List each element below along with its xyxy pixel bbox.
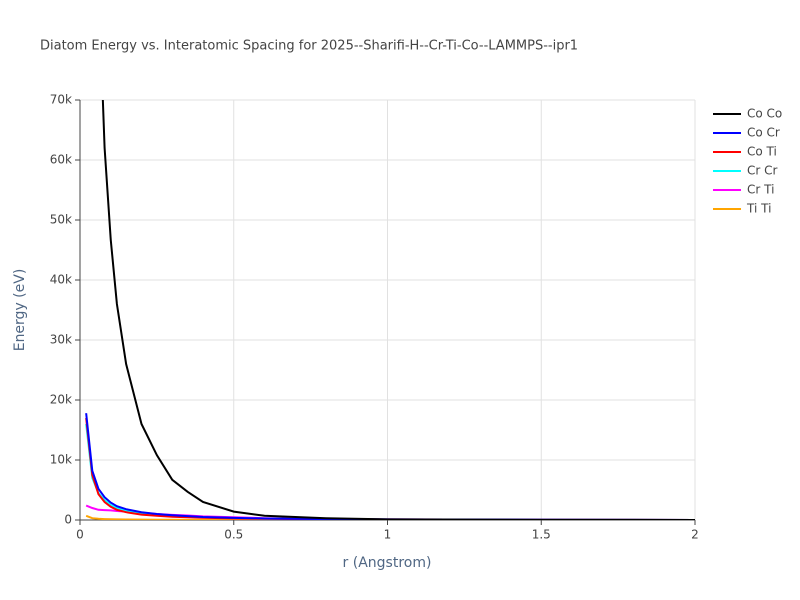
series-line	[85, 423, 695, 520]
y-tick-label: 20k	[50, 393, 72, 407]
y-tick-label: 60k	[50, 153, 72, 167]
y-tick-label: 10k	[50, 453, 72, 467]
y-axis-title: Energy (eV)	[12, 269, 28, 352]
chart-title: Diatom Energy vs. Interatomic Spacing fo…	[40, 39, 578, 54]
x-tick-label: 2	[691, 528, 699, 542]
series-line	[85, 417, 695, 520]
legend-label: Co Ti	[747, 145, 777, 159]
legend-label: Cr Ti	[747, 183, 774, 197]
legend-label: Co Cr	[747, 126, 780, 140]
x-tick-label: 0	[76, 528, 84, 542]
x-tick-label: 0.5	[224, 528, 243, 542]
y-tick-label: 0	[64, 513, 72, 527]
legend-label: Cr Cr	[747, 164, 778, 178]
series-line	[101, 100, 695, 520]
series-line	[85, 413, 695, 520]
y-tick-label: 40k	[50, 273, 72, 287]
y-tick-label: 70k	[50, 93, 72, 107]
y-tick-label: 30k	[50, 333, 72, 347]
x-tick-label: 1	[384, 528, 392, 542]
x-axis-title: r (Angstrom)	[343, 555, 432, 571]
x-tick-label: 1.5	[532, 528, 551, 542]
legend-label: Ti Ti	[746, 202, 771, 216]
plot-area	[85, 100, 695, 520]
legend-label: Co Co	[747, 107, 782, 121]
y-tick-label: 50k	[50, 213, 72, 227]
